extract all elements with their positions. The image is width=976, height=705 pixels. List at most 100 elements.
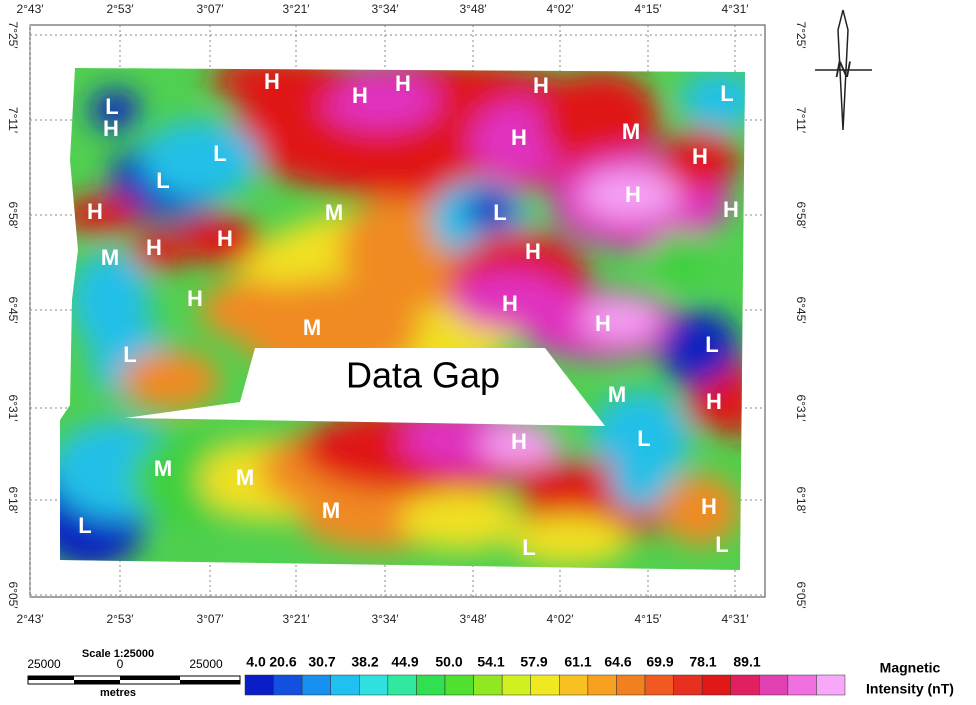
- zone-label: M: [325, 200, 343, 225]
- intensity-patch: [580, 300, 660, 340]
- zone-label: L: [123, 342, 136, 367]
- legend-title: Magnetic: [880, 660, 941, 676]
- intensity-patch: [610, 450, 670, 510]
- intensity-patch: [210, 68, 350, 105]
- data-gap: [125, 348, 605, 426]
- intensity-patch: [320, 70, 440, 130]
- zone-label: M: [608, 382, 626, 407]
- intensity-patch: [480, 425, 560, 465]
- colorbar-cell: [587, 674, 617, 696]
- colorbar-cell: [244, 674, 274, 696]
- colorbar-label: 4.0: [246, 654, 266, 670]
- intensity-patch: [400, 490, 520, 550]
- zone-label: L: [705, 332, 718, 357]
- intensity-patch: [60, 195, 140, 235]
- lon-label-top: 4°02′: [546, 2, 574, 16]
- intensity-patch: [90, 90, 140, 130]
- intensity-patch: [720, 360, 745, 440]
- lon-label-top: 2°53′: [106, 2, 134, 16]
- zone-label: L: [105, 94, 118, 119]
- intensity-patch: [465, 190, 515, 230]
- scale-bar: Scale 1:25000 25000 0 25000 metres: [27, 648, 241, 699]
- colorbar-cell: [701, 674, 731, 696]
- colorbar-cell: [473, 674, 503, 696]
- lon-label-bottom: 3°34′: [371, 612, 399, 626]
- intensity-patch: [660, 310, 740, 390]
- zone-label: L: [720, 81, 733, 106]
- zone-label: H: [217, 226, 233, 251]
- lon-label-top: 4°31′: [721, 2, 749, 16]
- colorbar-label: 30.7: [308, 654, 335, 670]
- lon-label-bottom: 3°21′: [282, 612, 310, 626]
- zone-label: H: [692, 144, 708, 169]
- lon-label-top: 4°15′: [634, 2, 662, 16]
- colorbar-cell: [444, 674, 474, 696]
- colorbar-cell: [644, 674, 674, 696]
- lat-label-right: 6°18′: [794, 486, 808, 514]
- intensity-patch: [580, 170, 680, 220]
- north-label: N: [835, 57, 851, 82]
- colorbar-cell: [559, 674, 589, 696]
- zone-label: H: [533, 73, 549, 98]
- colorbar-cell: [816, 674, 846, 696]
- north-arrow: N: [815, 9, 872, 131]
- zone-label: L: [715, 532, 728, 557]
- lon-label-top: 2°43′: [16, 2, 44, 16]
- intensity-patch: [120, 350, 220, 410]
- lat-label-right: 6°45′: [794, 296, 808, 324]
- scale-right: 25000: [189, 657, 223, 671]
- intensity-patch: [660, 475, 740, 545]
- lat-label-right: 6°05′: [794, 581, 808, 609]
- lon-label-bottom: 3°48′: [459, 612, 487, 626]
- intensity-patch: [180, 215, 260, 265]
- zone-label: H: [511, 125, 527, 150]
- lat-label-left: 6°18′: [6, 486, 20, 514]
- scale-left: 25000: [27, 657, 61, 671]
- colorbar: Magnetic Intensity (nT) 4.0 20.6 30.7 38.2 4…: [244, 654, 954, 697]
- zone-label: H: [595, 311, 611, 336]
- colorbar-label: 69.9: [646, 654, 673, 670]
- zone-label: H: [352, 83, 368, 108]
- lat-label-left: 6°31′: [6, 394, 20, 422]
- lat-label-right: 6°31′: [794, 394, 808, 422]
- lat-label-left: 7°25′: [6, 21, 20, 49]
- colorbar-label: 61.1: [564, 654, 591, 670]
- colorbar-label: 38.2: [351, 654, 378, 670]
- zone-label: M: [101, 245, 119, 270]
- zone-label: H: [87, 199, 103, 224]
- lon-label-bottom: 2°53′: [106, 612, 134, 626]
- colorbar-label: 64.6: [604, 654, 631, 670]
- intensity-patch: [200, 280, 300, 340]
- legend-title: Intensity (nT): [866, 681, 954, 697]
- colorbar-label: 54.1: [477, 654, 504, 670]
- zone-label: L: [78, 513, 91, 538]
- zone-label: H: [525, 239, 541, 264]
- colorbar-cell: [673, 674, 703, 696]
- colorbar-label: 57.9: [520, 654, 547, 670]
- colorbar-label: 50.0: [435, 654, 462, 670]
- lon-label-bottom: 2°43′: [16, 612, 44, 626]
- zone-label: M: [622, 119, 640, 144]
- lat-label-left: 6°58′: [6, 201, 20, 229]
- colorbar-label: 20.6: [269, 654, 296, 670]
- lat-label-right: 7°25′: [794, 21, 808, 49]
- zone-label: H: [502, 291, 518, 316]
- magnetic-image: [60, 68, 745, 570]
- zone-label: L: [522, 535, 535, 560]
- zone-label: M: [303, 315, 321, 340]
- colorbar-cell: [787, 674, 817, 696]
- zone-label: L: [213, 141, 226, 166]
- lon-label-top: 3°07′: [196, 2, 224, 16]
- colorbar-cell: [730, 674, 760, 696]
- colorbar-cell: [416, 674, 446, 696]
- zone-label: H: [511, 429, 527, 454]
- zone-label: L: [637, 426, 650, 451]
- intensity-patch: [540, 70, 660, 170]
- intensity-patch: [660, 130, 740, 190]
- lat-label-right: 6°58′: [794, 201, 808, 229]
- colorbar-cell: [273, 674, 303, 696]
- lat-label-left: 7°11′: [6, 107, 20, 134]
- lon-label-top: 3°48′: [459, 2, 487, 16]
- colorbar-cell: [359, 674, 389, 696]
